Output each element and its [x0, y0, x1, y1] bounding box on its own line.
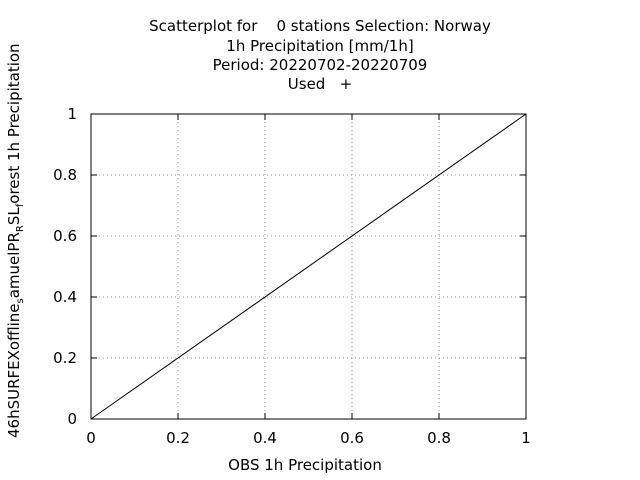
x-tick-label: 0.6 [340, 429, 364, 447]
y-axis-label-text: 46hSURFEXofflinesamuelPRRSLforest 1h Pre… [4, 43, 26, 438]
y-tick-label: 0.8 [53, 166, 77, 184]
chart-title-line-1: Scatterplot for 0 stations Selection: No… [149, 17, 491, 35]
y-axis-label: 46hSURFEXofflinesamuelPRRSLforest 1h Pre… [0, 43, 44, 466]
y-tick-label: 1 [67, 105, 77, 123]
y-tick-label: 0.6 [53, 227, 77, 245]
y-tick-label: 0.4 [53, 288, 77, 306]
x-tick-label: 0.8 [427, 429, 451, 447]
chart-title-line-4: Used + [287, 75, 353, 93]
plot-frame [90, 113, 527, 420]
chart-title-line-3: Period: 20220702-20220709 [212, 56, 428, 74]
axis-ticks: 0 0.2 0.4 0.6 0.8 1 0 0.2 0.4 0.6 0.8 1 [53, 105, 531, 447]
reference-line-group [90, 113, 527, 420]
y-tick-label: 0.2 [53, 349, 77, 367]
y-tick-label: 0 [67, 410, 77, 428]
one-to-one-reference-line [90, 113, 527, 420]
chart-title-line-2: 1h Precipitation [mm/1h] [226, 37, 414, 55]
x-tick-label: 0.2 [166, 429, 190, 447]
grid-lines [91, 114, 526, 419]
y-axis-label-container: 46hSURFEXofflinesamuelPRRSLforest 1h Pre… [3, 30, 27, 480]
x-axis-label: OBS 1h Precipitation [228, 456, 382, 474]
x-tick-label: 0.4 [253, 429, 277, 447]
x-tick-label: 1 [521, 429, 531, 447]
x-tick-label: 0 [86, 429, 96, 447]
